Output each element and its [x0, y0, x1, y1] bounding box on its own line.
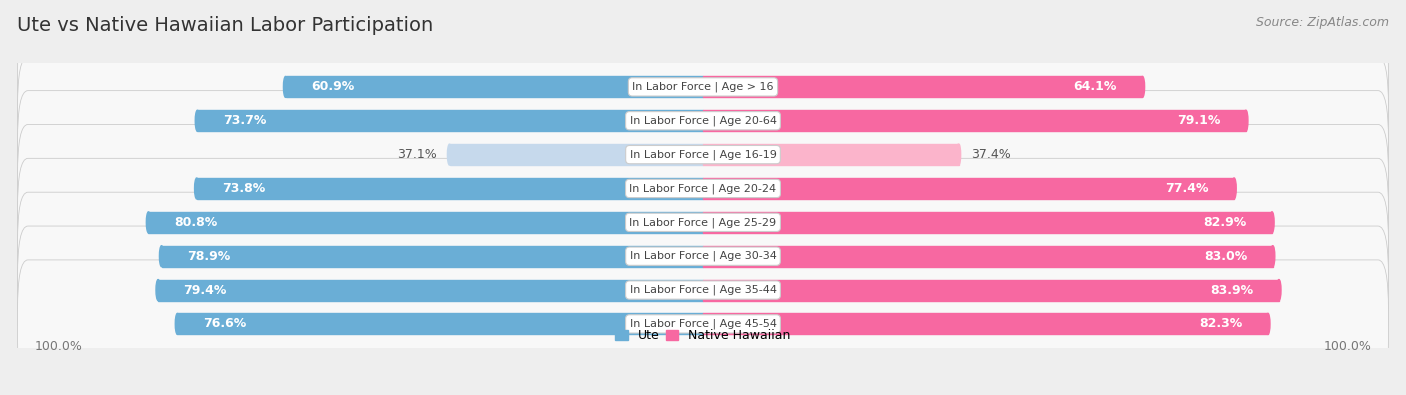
Circle shape — [176, 313, 180, 335]
Bar — [703, 246, 1272, 267]
FancyBboxPatch shape — [17, 192, 1389, 320]
Text: 37.4%: 37.4% — [972, 148, 1011, 161]
Circle shape — [156, 280, 160, 301]
Text: In Labor Force | Age 25-29: In Labor Force | Age 25-29 — [630, 217, 776, 228]
Circle shape — [146, 212, 150, 233]
Text: 83.9%: 83.9% — [1211, 284, 1254, 297]
Bar — [703, 76, 1143, 98]
Bar — [177, 313, 703, 335]
Text: In Labor Force | Age > 16: In Labor Force | Age > 16 — [633, 82, 773, 92]
Circle shape — [194, 178, 198, 199]
Text: In Labor Force | Age 45-54: In Labor Force | Age 45-54 — [630, 319, 776, 329]
Bar — [703, 110, 1246, 131]
Text: 100.0%: 100.0% — [1323, 340, 1371, 354]
Text: In Labor Force | Age 20-64: In Labor Force | Age 20-64 — [630, 115, 776, 126]
Circle shape — [1140, 76, 1144, 98]
FancyBboxPatch shape — [17, 57, 1389, 185]
Circle shape — [1270, 212, 1274, 233]
Bar — [703, 144, 959, 165]
Circle shape — [1277, 280, 1281, 301]
Text: 78.9%: 78.9% — [187, 250, 231, 263]
Bar — [149, 212, 703, 233]
Text: 37.1%: 37.1% — [398, 148, 437, 161]
Text: 79.4%: 79.4% — [184, 284, 226, 297]
Bar — [197, 110, 703, 131]
Circle shape — [284, 76, 288, 98]
Text: 77.4%: 77.4% — [1166, 182, 1209, 195]
Circle shape — [956, 144, 960, 165]
Text: In Labor Force | Age 30-34: In Labor Force | Age 30-34 — [630, 251, 776, 261]
Text: In Labor Force | Age 16-19: In Labor Force | Age 16-19 — [630, 149, 776, 160]
FancyBboxPatch shape — [17, 158, 1389, 286]
Circle shape — [447, 144, 451, 165]
Text: In Labor Force | Age 35-44: In Labor Force | Age 35-44 — [630, 285, 776, 295]
FancyBboxPatch shape — [17, 23, 1389, 151]
Bar — [197, 178, 703, 199]
Text: Source: ZipAtlas.com: Source: ZipAtlas.com — [1256, 16, 1389, 29]
Text: 73.8%: 73.8% — [222, 182, 266, 195]
Bar — [703, 178, 1234, 199]
Circle shape — [1232, 178, 1236, 199]
Text: 64.1%: 64.1% — [1074, 81, 1116, 93]
Bar — [703, 313, 1268, 335]
Circle shape — [1244, 110, 1249, 131]
Text: 82.3%: 82.3% — [1199, 318, 1243, 330]
FancyBboxPatch shape — [17, 260, 1389, 388]
Circle shape — [1265, 313, 1270, 335]
Text: 79.1%: 79.1% — [1177, 114, 1220, 127]
Bar — [162, 246, 703, 267]
Bar — [703, 212, 1272, 233]
Bar — [285, 76, 703, 98]
Text: 80.8%: 80.8% — [174, 216, 217, 229]
Text: In Labor Force | Age 20-24: In Labor Force | Age 20-24 — [630, 183, 776, 194]
Circle shape — [1271, 246, 1275, 267]
Text: 100.0%: 100.0% — [35, 340, 83, 354]
Text: 60.9%: 60.9% — [311, 81, 354, 93]
FancyBboxPatch shape — [17, 226, 1389, 354]
Text: 83.0%: 83.0% — [1204, 250, 1247, 263]
Bar — [157, 280, 703, 301]
Circle shape — [159, 246, 163, 267]
FancyBboxPatch shape — [17, 124, 1389, 252]
Legend: Ute, Native Hawaiian: Ute, Native Hawaiian — [610, 324, 796, 347]
Text: 73.7%: 73.7% — [222, 114, 266, 127]
Circle shape — [195, 110, 200, 131]
Bar — [703, 280, 1279, 301]
Text: 76.6%: 76.6% — [202, 318, 246, 330]
Bar — [450, 144, 703, 165]
Text: Ute vs Native Hawaiian Labor Participation: Ute vs Native Hawaiian Labor Participati… — [17, 16, 433, 35]
Text: 82.9%: 82.9% — [1204, 216, 1247, 229]
FancyBboxPatch shape — [17, 90, 1389, 218]
